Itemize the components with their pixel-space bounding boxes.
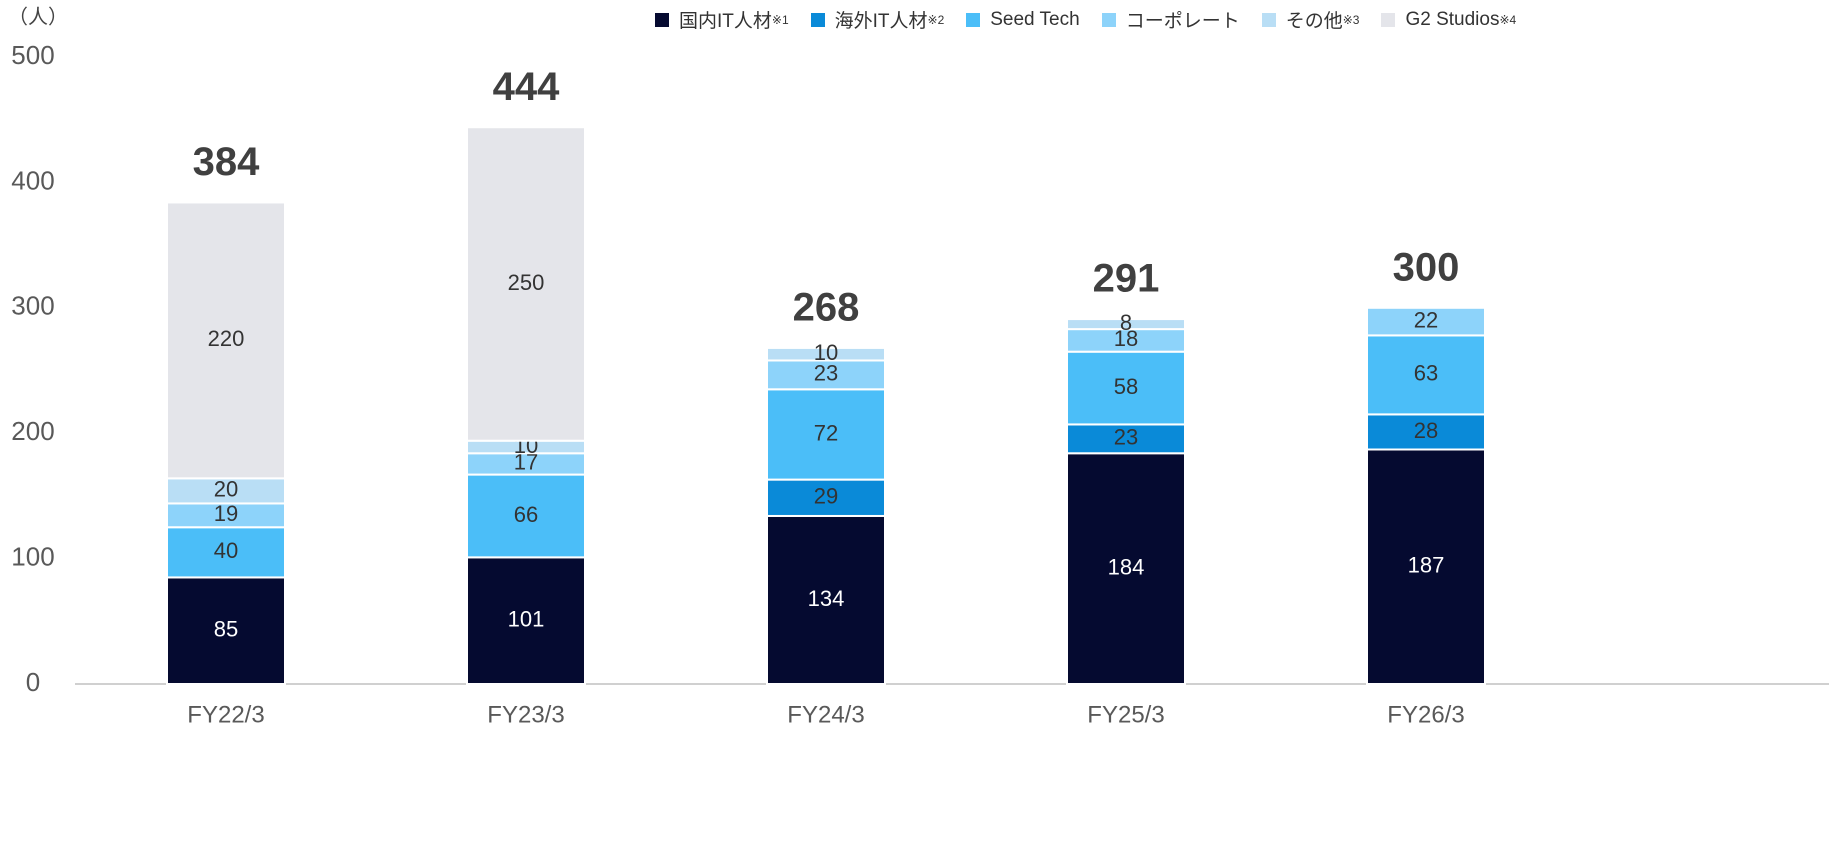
x-tick-label: FY25/3 bbox=[1087, 701, 1164, 728]
bar-segment bbox=[1066, 452, 1186, 685]
data-label: 20 bbox=[214, 477, 238, 502]
legend-note: ※4 bbox=[1499, 12, 1517, 27]
data-label: 22 bbox=[1414, 307, 1438, 332]
legend-label: コーポレート bbox=[1125, 11, 1240, 32]
y-tick-label: 100 bbox=[11, 541, 54, 571]
legend-swatch bbox=[966, 12, 981, 27]
legend-label: Seed Tech bbox=[990, 8, 1080, 30]
total-label: 444 bbox=[493, 65, 560, 109]
x-tick-label: FY24/3 bbox=[787, 701, 864, 728]
data-label: 66 bbox=[514, 502, 538, 527]
data-label: 101 bbox=[508, 606, 545, 631]
data-label: 40 bbox=[214, 538, 238, 563]
data-label: 19 bbox=[214, 501, 238, 526]
data-label: 72 bbox=[814, 420, 838, 445]
total-label: 268 bbox=[793, 285, 860, 329]
legend-label: 海外IT人材 bbox=[834, 11, 928, 32]
legend-swatch bbox=[1261, 12, 1276, 27]
legend-label: G2 Studios bbox=[1405, 8, 1500, 30]
bar-segment bbox=[1066, 318, 1186, 331]
bar-segment bbox=[766, 388, 886, 481]
legend-item: Seed Tech bbox=[966, 6, 1080, 33]
legend-swatch bbox=[810, 12, 825, 27]
bar-segment bbox=[166, 576, 286, 685]
y-tick-label: 500 bbox=[11, 40, 54, 70]
bar-segment bbox=[1366, 413, 1486, 451]
data-label: 63 bbox=[1414, 361, 1438, 386]
data-label: 29 bbox=[814, 484, 838, 509]
legend-label: 国内IT人材 bbox=[679, 11, 772, 32]
legend-item: G2 Studios ※4 bbox=[1381, 6, 1516, 33]
legend-label: その他 bbox=[1285, 11, 1343, 32]
y-tick-label: 200 bbox=[11, 416, 54, 446]
data-label: 187 bbox=[1408, 553, 1445, 578]
data-label: 134 bbox=[808, 586, 845, 611]
legend-item: その他 ※3 bbox=[1261, 6, 1360, 33]
legend-swatch bbox=[1101, 12, 1116, 27]
y-tick-label: 0 bbox=[26, 667, 40, 697]
bar-segment bbox=[1366, 306, 1486, 337]
data-label: 28 bbox=[1414, 418, 1438, 443]
bar-segment bbox=[766, 478, 886, 517]
x-tick-label: FY22/3 bbox=[187, 701, 264, 728]
data-label: 250 bbox=[508, 270, 545, 295]
total-label: 291 bbox=[1093, 257, 1160, 301]
x-tick-label: FY23/3 bbox=[487, 701, 564, 728]
bar-segment bbox=[466, 473, 586, 559]
data-label: 85 bbox=[214, 617, 238, 642]
total-label: 384 bbox=[193, 140, 260, 184]
bar-segment bbox=[766, 346, 886, 362]
y-axis-unit: （人） bbox=[8, 5, 68, 28]
legend-note: ※1 bbox=[771, 12, 789, 27]
legend-note: ※2 bbox=[927, 12, 945, 27]
data-label: 58 bbox=[1114, 374, 1138, 399]
data-label: 10 bbox=[814, 340, 838, 365]
bar-segment bbox=[466, 126, 586, 442]
bar-segment bbox=[1366, 448, 1486, 686]
y-tick-label: 400 bbox=[11, 165, 54, 195]
bar-segment bbox=[1066, 350, 1186, 426]
x-tick-label: FY26/3 bbox=[1387, 701, 1464, 728]
legend-swatch bbox=[1381, 12, 1396, 27]
bar-segment bbox=[166, 201, 286, 480]
legend: 国内IT人材 ※1 海外IT人材 ※2 Seed Tech コーポレート その他 ※3 G2 S… bbox=[655, 6, 1516, 33]
legend-note: ※3 bbox=[1342, 12, 1360, 27]
legend-item: 海外IT人材 ※2 bbox=[810, 6, 945, 33]
y-tick-label: 300 bbox=[11, 291, 54, 321]
legend-item: コーポレート bbox=[1101, 6, 1240, 33]
data-label: 18 bbox=[1114, 326, 1138, 351]
data-label: 8 bbox=[1120, 310, 1132, 335]
bar-segment bbox=[166, 526, 286, 579]
data-label: 220 bbox=[208, 326, 245, 351]
bar-segment bbox=[766, 514, 886, 685]
total-label: 300 bbox=[1393, 245, 1460, 289]
data-label: 23 bbox=[814, 361, 838, 386]
data-label: 23 bbox=[1114, 425, 1138, 450]
bar-segment bbox=[466, 556, 586, 686]
data-label: 184 bbox=[1108, 554, 1145, 579]
legend-swatch bbox=[655, 12, 669, 27]
legend-item: 国内IT人材 ※1 bbox=[655, 6, 789, 33]
